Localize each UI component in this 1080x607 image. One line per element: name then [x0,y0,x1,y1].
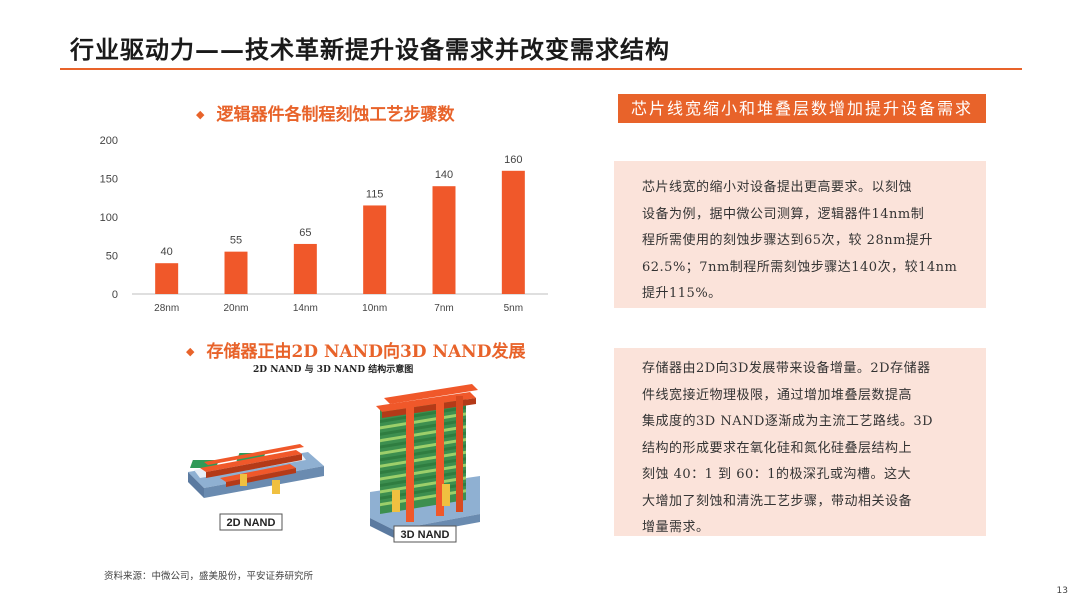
diamond-bullet-icon: ◆ [186,345,195,358]
stacked-layers [380,406,466,507]
chart-heading-text: 逻辑器件各制程刻蚀工艺步骤数 [216,105,455,125]
nand-layer [380,463,466,481]
x-tick-label: 28nm [154,303,179,314]
data-label: 40 [161,246,173,258]
y-tick-label: 200 [100,135,118,147]
nand-layer [380,431,466,449]
text-line: 提升115%。 [642,286,722,301]
nand-layer [380,418,466,436]
nand-layer [380,444,466,462]
nand-layer [380,412,466,430]
3d-nand-illustration [370,384,480,538]
etch-steps-bar-chart: 0 50 100 150 200 40 28nm 55 20nm 65 14nm 115 10nm 140… [100,135,548,314]
svg-text:2D NAND: 2D NAND [227,517,276,529]
x-tick-label: 10nm [362,303,387,314]
nand-layer [380,438,466,455]
right-section-banner: 芯片线宽缩小和堆叠层数增加提升设备需求 [618,94,986,123]
nand-diagram-caption: 2D NAND 与 3D NAND 结构示意图 [253,365,414,375]
text-line: 程所需使用的刻蚀步骤达到65次，较 28nm提升 [642,233,933,248]
text-line: 件线宽接近物理极限，通过增加堆叠层数提高 [642,387,913,403]
svg-text:3D NAND: 3D NAND [401,529,450,541]
text-line: 结构的形成要求在氧化硅和氮化硅叠层结构上 [642,440,913,456]
2d-nand-illustration [188,444,324,498]
label-3d-nand: 3D NAND [393,525,457,543]
nand-layer [380,457,466,475]
nand-text-box: 存储器由2D向3D发展带来设备增量。2D存储器 件线宽接近物理极限，通过增加堆叠… [614,348,986,536]
text-line: 62.5%；7nm制程所需刻蚀步骤达140次，较14nm [642,259,958,275]
y-tick-label: 50 [106,251,118,263]
text-line: 设备为例，据中微公司测算，逻辑器件14nm制 [642,206,925,222]
bar-7nm [432,186,456,294]
x-tick-label: 14nm [293,303,318,314]
bar-20nm [224,251,248,294]
nand-heading-text: 存储器正由2D NAND向3D NAND发展 [206,342,526,362]
linewidth-text-box: 芯片线宽的缩小对设备提出更高要求。以刻蚀 设备为例，据中微公司测算，逻辑器件14… [614,161,986,308]
bar-28nm [155,263,179,294]
text-line: 增量需求。 [642,520,710,535]
bar-10nm [363,205,387,294]
nand-layer [380,476,466,494]
text-line: 芯片线宽的缩小对设备提出更高要求。以刻蚀 [642,180,913,195]
nand-layer [380,450,466,468]
label-2d-nand: 2D NAND [219,513,283,531]
title-underline [60,68,1022,70]
x-tick-label: 5nm [504,303,523,314]
text-line: 集成度的3D NAND逐渐成为主流工艺路线。3D [642,414,934,429]
diamond-bullet-icon: ◆ [196,108,205,121]
bar-14nm [293,243,317,294]
nand-layer [380,425,466,443]
data-label: 65 [299,227,311,239]
text-line: 刻蚀 40：1 到 60：1的极深孔或沟槽。这大 [642,467,912,482]
x-tick-label: 20nm [223,303,248,314]
nand-heading: ◆ 存储器正由2D NAND向3D NAND发展 [186,337,525,362]
nand-layer [380,470,466,487]
y-tick-label: 0 [112,289,118,301]
x-tick-label: 7nm [434,303,453,314]
text-line: 大增加了刻蚀和清洗工艺步骤，带动相关设备 [642,493,913,509]
data-label: 115 [366,188,384,200]
text-line: 存储器由2D向3D发展带来设备增量。2D存储器 [642,361,931,376]
bar-5nm [501,170,525,294]
page-title: 行业驱动力——技术革新提升设备需求并改变需求结构 [70,35,670,64]
data-label: 140 [435,169,453,181]
y-tick-label: 150 [100,174,118,186]
y-tick-label: 100 [100,212,118,224]
data-label: 160 [504,154,522,166]
chart-heading: ◆ 逻辑器件各制程刻蚀工艺步骤数 [196,100,454,125]
data-label: 55 [230,235,242,247]
source-note: 资料来源：中微公司，盛美股份，平安证券研究所 [104,571,314,582]
nand-layer [380,406,466,423]
page-number: 13 [1056,586,1068,596]
nand-structure-diagram: 2D NAND 3D NAND [188,384,480,543]
